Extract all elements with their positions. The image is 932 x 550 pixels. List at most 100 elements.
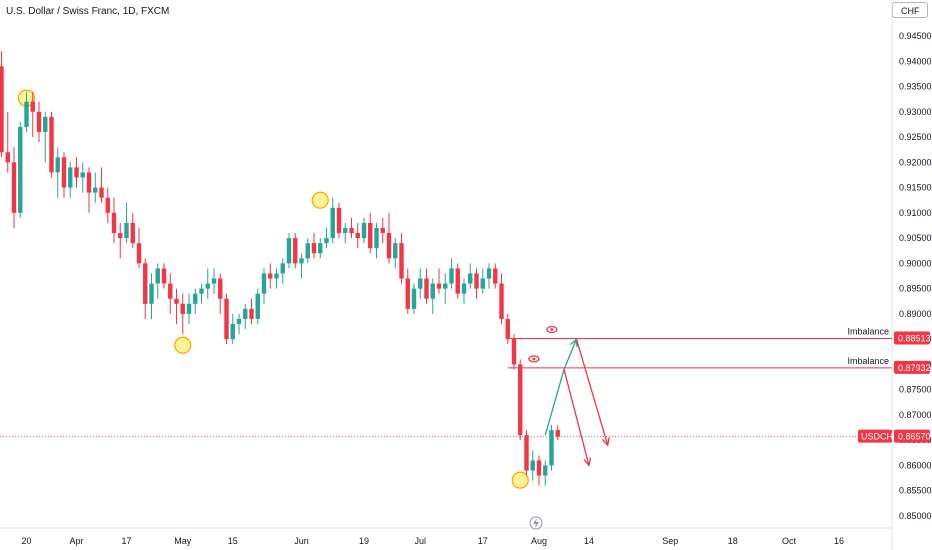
candle-body <box>61 157 67 188</box>
price-tick-label: 0.90500 <box>899 233 932 243</box>
candle-body <box>161 268 167 284</box>
candle-body <box>230 324 235 340</box>
candle-body <box>236 318 242 324</box>
candle-body <box>480 278 485 289</box>
price-tick-label: 0.92000 <box>899 157 932 167</box>
candle-body <box>93 187 98 193</box>
price-tick-label: 0.93000 <box>899 107 932 117</box>
projection-arrowhead <box>583 457 592 467</box>
candle-body <box>305 243 310 259</box>
price-tick-label: 0.86000 <box>899 460 932 470</box>
candle-body <box>0 66 4 153</box>
price-tick-label: 0.85500 <box>899 486 932 496</box>
candle-body <box>399 243 404 279</box>
candle-body <box>261 273 267 294</box>
candle-body <box>411 288 417 309</box>
candle-body <box>124 222 129 239</box>
candle-body <box>349 228 354 234</box>
candle-body <box>493 268 498 284</box>
candle-body <box>524 435 529 471</box>
candle-body <box>455 268 460 294</box>
time-tick-label: Oct <box>782 536 797 546</box>
candle-body <box>318 243 323 254</box>
eye-icon-pupil <box>532 357 536 361</box>
candle-body <box>474 273 479 289</box>
price-tick-label: 0.87000 <box>899 410 932 420</box>
candle-body <box>18 126 23 213</box>
swing-highlight-circle <box>311 191 329 209</box>
price-tick-label: 0.92500 <box>899 132 932 142</box>
time-tick-label: Apr <box>69 536 83 546</box>
time-tick-label: 18 <box>728 536 738 546</box>
candle-body <box>111 212 117 234</box>
time-tick-label: 19 <box>359 536 369 546</box>
candle-body <box>24 101 29 127</box>
candle-body <box>30 101 35 112</box>
candle-body <box>543 465 548 476</box>
time-tick-label: Aug <box>531 536 547 546</box>
candle-body <box>511 339 517 365</box>
candle-body <box>130 222 135 244</box>
candle-body <box>336 207 342 234</box>
time-tick-label: Sep <box>662 536 678 546</box>
projection-arrow-up[interactable] <box>544 338 578 436</box>
imbalance-price-label: 0.88513 <box>898 334 931 344</box>
candle-body <box>136 243 142 264</box>
projection-arrow-down[interactable] <box>563 369 590 466</box>
imbalance-level-label: Imbalance <box>847 327 889 337</box>
candle-body <box>174 298 179 304</box>
candle-body <box>224 298 229 340</box>
candle-body <box>74 167 79 178</box>
candle-body <box>361 222 367 239</box>
candle-body <box>193 293 198 304</box>
chart-title: U.S. Dollar / Swiss Franc, 1D, FXCM <box>6 6 170 17</box>
time-tick-label: 15 <box>228 536 238 546</box>
candle-body <box>343 228 348 234</box>
candle-body <box>143 263 148 304</box>
candle-body <box>268 273 273 279</box>
candle-body <box>430 283 435 299</box>
current-price-tag <box>894 429 930 443</box>
candle-body <box>380 228 385 234</box>
candle-body <box>99 187 104 198</box>
eye-icon[interactable] <box>528 355 540 363</box>
candle-body <box>5 152 10 163</box>
price-tick-label: 0.85000 <box>899 511 932 521</box>
candle-body <box>555 430 560 437</box>
candle-body <box>205 283 210 289</box>
candle-body <box>249 308 254 319</box>
swing-highlight-circle <box>511 471 529 489</box>
eye-icon[interactable] <box>546 325 558 334</box>
candle-body <box>280 263 285 274</box>
candle-body <box>299 258 304 264</box>
projection-arrow-down[interactable] <box>575 338 609 446</box>
candle-body <box>211 278 217 284</box>
time-tick-label: 20 <box>21 536 31 546</box>
candle-body <box>180 303 185 314</box>
candle-body <box>311 243 317 254</box>
time-tick-label: 17 <box>121 536 131 546</box>
candle-body <box>293 238 298 264</box>
candle-body <box>286 238 292 264</box>
candle-body <box>155 268 160 284</box>
candle-body <box>461 283 467 294</box>
candle-body <box>68 167 73 188</box>
candle-body <box>274 273 279 279</box>
price-tick-label: 0.94000 <box>899 56 932 66</box>
price-tick-label: 0.93500 <box>899 82 932 92</box>
time-tick-label: Jul <box>414 536 426 546</box>
candle-body <box>86 172 92 193</box>
time-tick-label: 16 <box>834 536 844 546</box>
candle-body <box>330 207 335 239</box>
imbalance-price-label: 0.87932 <box>898 363 931 373</box>
candle-body <box>168 283 173 299</box>
candle-body <box>536 460 542 476</box>
candle-body <box>486 268 492 279</box>
swing-highlight-circle <box>174 336 192 354</box>
imbalance-level-label: Imbalance <box>847 356 889 366</box>
candle-body <box>324 238 329 244</box>
candle-body <box>36 111 42 132</box>
candle-body <box>468 273 473 284</box>
candle-body <box>549 430 554 466</box>
